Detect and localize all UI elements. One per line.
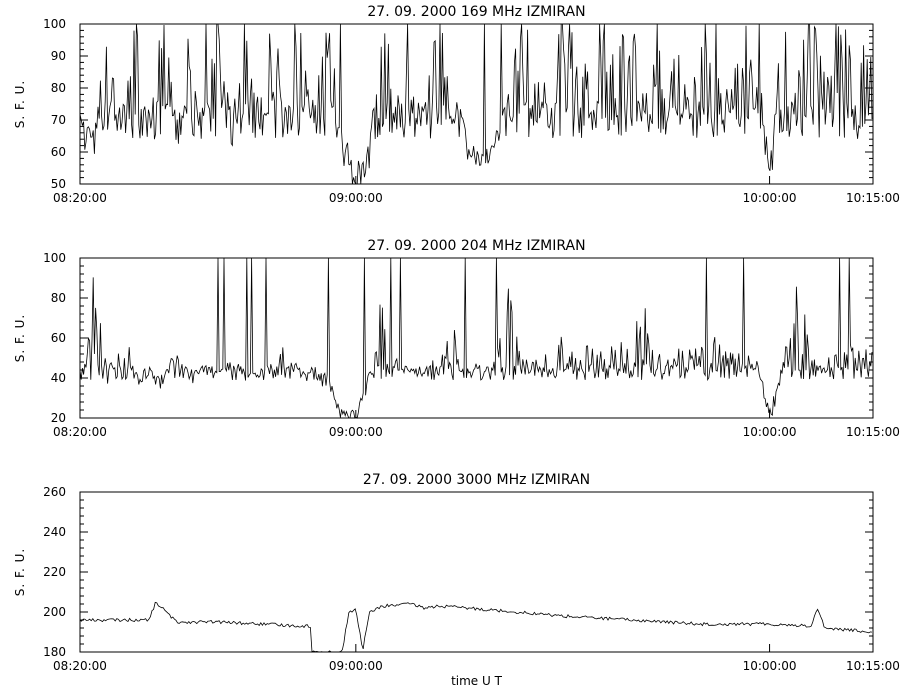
y-axis-label: S. F. U. [13,80,27,128]
x-tick-label: 08:20:00 [53,425,107,439]
x-tick-label: 10:00:00 [743,425,797,439]
y-tick-label: 220 [43,565,66,579]
x-tick-label: 10:15:00 [846,659,900,673]
chart-panel-3: 27. 09. 2000 3000 MHz IZMIRAN 180 200 220 24… [13,472,900,688]
y-tick-label: 90 [51,49,66,63]
plot-frame [79,257,874,419]
x-tick-label: 10:15:00 [846,425,900,439]
chart-title: 27. 09. 2000 3000 MHz IZMIRAN [363,472,590,488]
y-axis-label: S. F. U. [13,314,27,362]
y-tick-label: 40 [51,371,66,385]
y-tick-label: 50 [51,177,66,191]
y-axis-label: S. F. U. [13,548,27,596]
x-tick-label: 09:00:00 [329,191,383,205]
x-axis-label: time U T [451,674,503,688]
y-tick-label: 200 [43,605,66,619]
plot-frame [79,491,874,653]
y-tick-label: 80 [51,81,66,95]
x-tick-label: 09:00:00 [329,659,383,673]
flux-series-line [79,257,873,419]
plot-frame [79,23,874,185]
y-tick-label: 240 [43,525,66,539]
chart-title: 27. 09. 2000 169 MHz IZMIRAN [367,4,585,20]
flux-series-line [79,601,873,653]
flux-series-line [79,23,873,185]
y-tick-label: 180 [43,645,66,659]
y-tick-label: 80 [51,291,66,305]
y-tick-label: 70 [51,113,66,127]
y-tick-label: 60 [51,331,66,345]
x-tick-label: 08:20:00 [53,659,107,673]
x-tick-label: 10:00:00 [743,191,797,205]
x-tick-label: 08:20:00 [53,191,107,205]
y-tick-label: 100 [43,17,66,31]
chart-panel-1: 27. 09. 2000 169 MHz IZMIRAN 50 60 70 80 90 10… [13,4,900,205]
chart-title: 27. 09. 2000 204 MHz IZMIRAN [367,238,585,254]
y-tick-label: 60 [51,145,66,159]
y-tick-label: 260 [43,485,66,499]
y-tick-label: 20 [51,411,66,425]
x-tick-label: 10:15:00 [846,191,900,205]
x-tick-label: 09:00:00 [329,425,383,439]
y-tick-label: 100 [43,251,66,265]
x-tick-label: 10:00:00 [743,659,797,673]
chart-panel-2: 27. 09. 2000 204 MHz IZMIRAN 20 40 60 80 100 0… [13,238,900,439]
